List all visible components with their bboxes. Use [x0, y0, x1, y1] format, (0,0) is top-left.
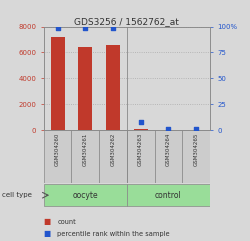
Point — [83, 26, 87, 29]
Bar — [78, 47, 92, 130]
Bar — [106, 45, 120, 130]
Bar — [44, 184, 127, 206]
Bar — [127, 184, 210, 206]
Text: control: control — [155, 191, 182, 200]
Title: GDS3256 / 1562762_at: GDS3256 / 1562762_at — [74, 17, 179, 26]
Point — [194, 127, 198, 131]
Text: GSM304265: GSM304265 — [194, 133, 199, 166]
Bar — [44, 130, 72, 183]
Bar — [182, 130, 210, 183]
Text: count: count — [58, 219, 76, 225]
Bar — [154, 130, 182, 183]
Bar — [72, 130, 99, 183]
Bar — [134, 129, 148, 130]
Text: GSM304264: GSM304264 — [166, 133, 171, 166]
Text: ■: ■ — [44, 217, 51, 226]
Bar — [127, 130, 154, 183]
Text: oocyte: oocyte — [72, 191, 98, 200]
Bar — [99, 130, 127, 183]
Point — [56, 26, 60, 29]
Bar — [51, 37, 64, 130]
Text: ■: ■ — [44, 229, 51, 238]
Text: GSM304263: GSM304263 — [138, 133, 143, 166]
Point — [139, 120, 143, 124]
Text: GSM304262: GSM304262 — [110, 133, 116, 166]
Text: cell type: cell type — [2, 192, 32, 198]
Text: GSM304260: GSM304260 — [55, 133, 60, 166]
Point — [166, 127, 170, 131]
Text: percentile rank within the sample: percentile rank within the sample — [58, 231, 170, 237]
Point — [111, 26, 115, 29]
Text: GSM304261: GSM304261 — [83, 133, 88, 166]
